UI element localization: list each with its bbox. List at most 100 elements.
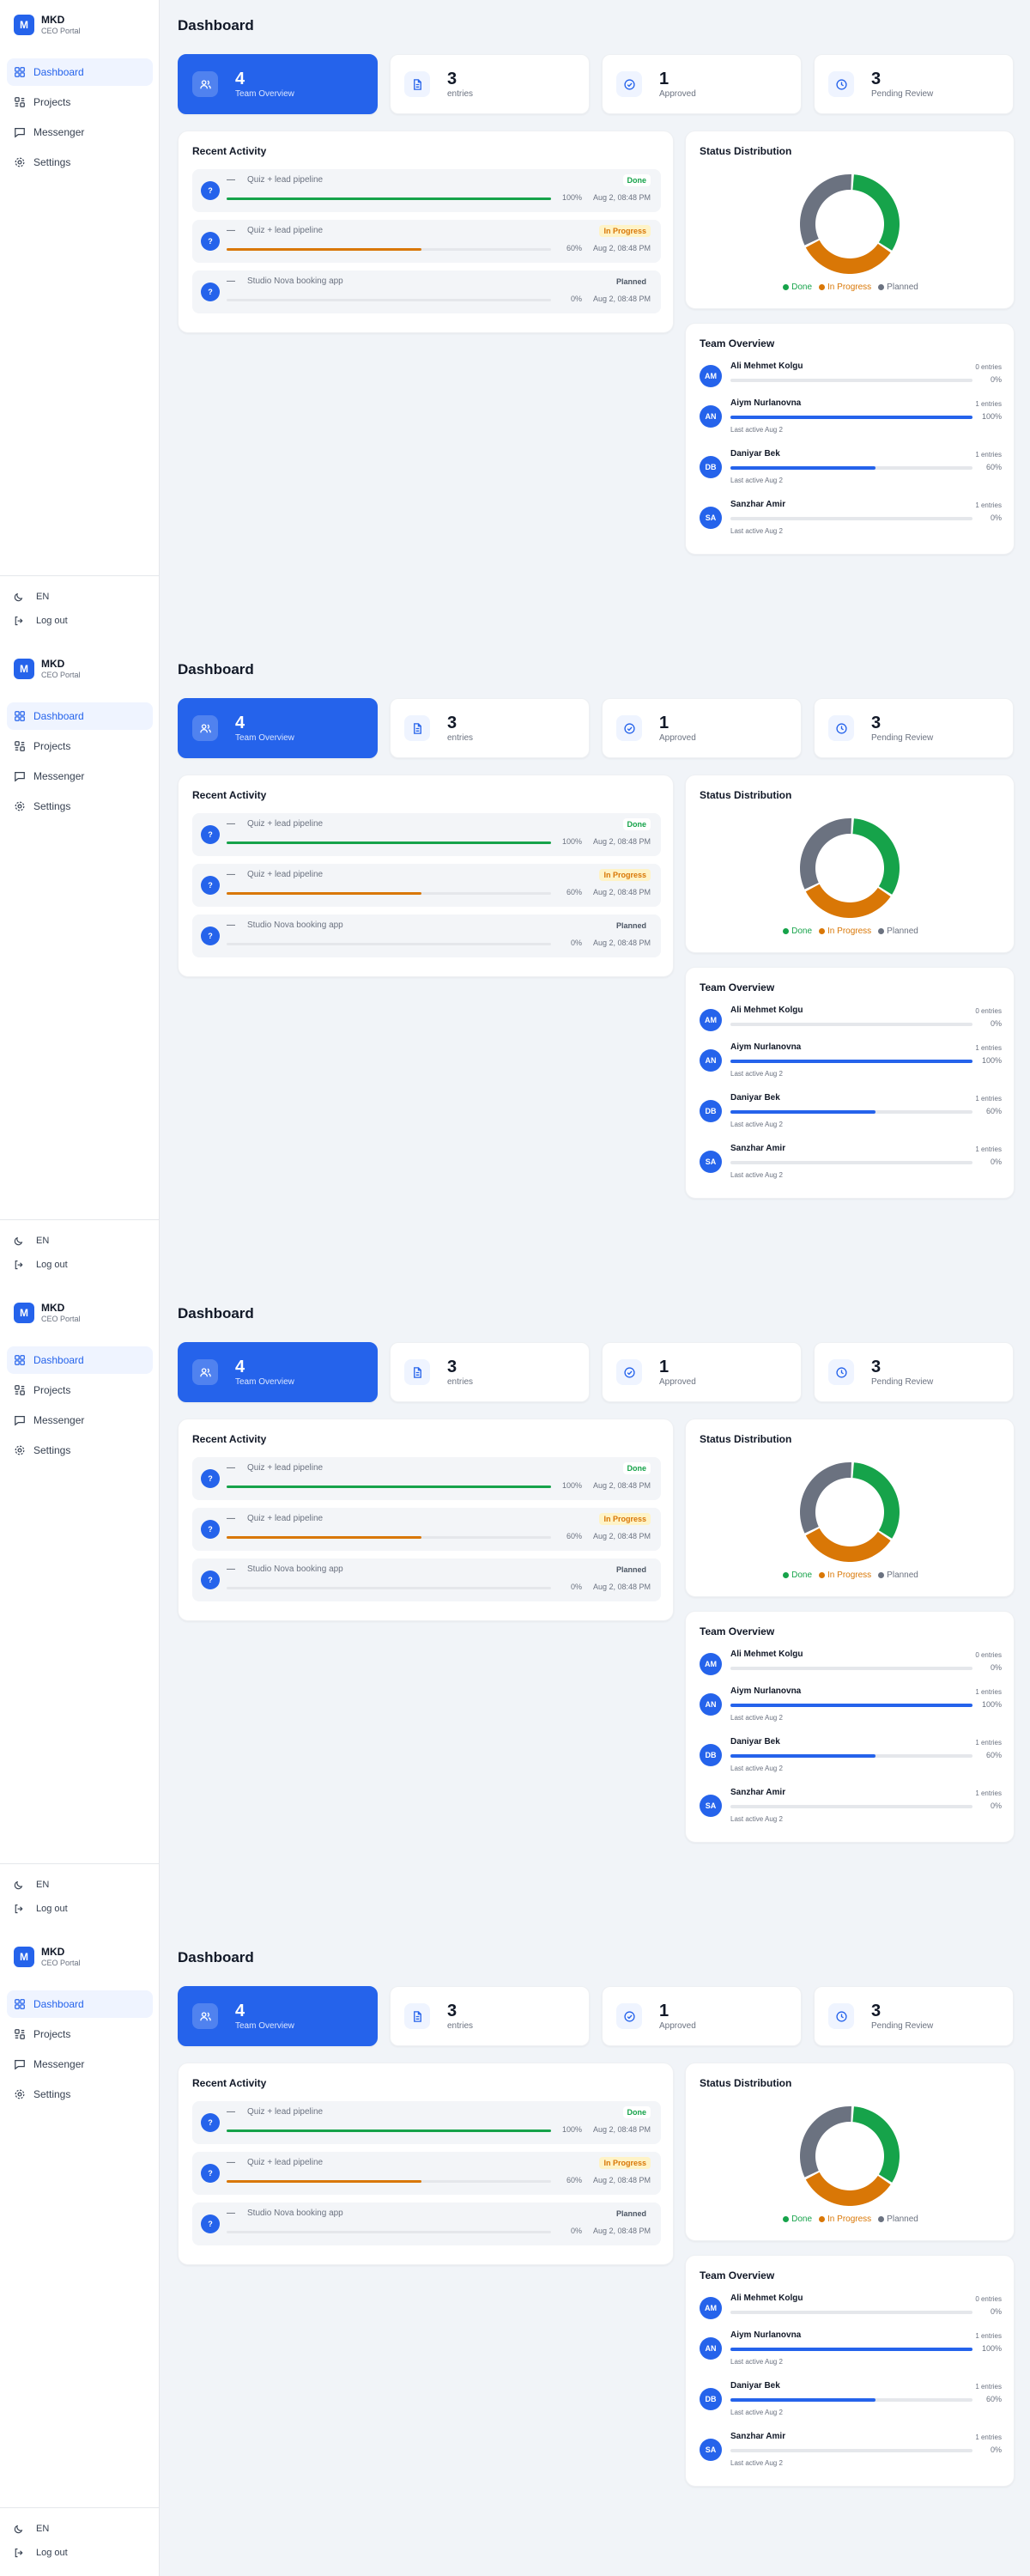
last-active: Last active Aug 2 (730, 1714, 783, 1722)
sidebar-item-dashboard[interactable]: Dashboard (7, 702, 153, 730)
stat-card-team-overview[interactable]: 4 Team Overview (178, 54, 378, 114)
stat-card-pending-review[interactable]: 3 Pending Review (814, 698, 1014, 758)
stat-card-entries[interactable]: 3 entries (390, 698, 590, 758)
stat-label: entries (447, 2020, 474, 2031)
stat-label: Approved (659, 1376, 696, 1387)
progress-percent: 0% (990, 1019, 1002, 1028)
stat-value: 1 (659, 713, 670, 732)
sidebar-item-messenger[interactable]: Messenger (7, 1406, 153, 1434)
team-member[interactable]: SA Sanzhar Amir 1 entries 0% Last active Aug… (700, 2432, 1002, 2475)
progress-track (227, 248, 551, 251)
activity-item[interactable]: ? — Studio Nova booking app Planned 0% Aug 2,… (192, 2202, 661, 2245)
activity-item[interactable]: ? — Quiz + lead pipeline In Progress 60% Aug … (192, 2152, 661, 2195)
stat-card-team-overview[interactable]: 4 Team Overview (178, 698, 378, 758)
team-member[interactable]: DB Daniyar Bek 1 entries 60% Last active Aug… (700, 449, 1002, 492)
team-member[interactable]: AM Ali Mehmet Kolgu 0 entries 0% (700, 2293, 1002, 2336)
legend-dot (783, 284, 790, 290)
stat-card-team-overview[interactable]: 4 Team Overview (178, 1342, 378, 1402)
brand[interactable]: M MKD CEO Portal (14, 14, 81, 36)
activity-item[interactable]: ? — Quiz + lead pipeline In Progress 60% Aug … (192, 864, 661, 907)
activity-item[interactable]: ? — Quiz + lead pipeline Done 100% Aug 2, 08:… (192, 813, 661, 856)
sidebar-item-messenger[interactable]: Messenger (7, 762, 153, 790)
team-member[interactable]: AN Aiym Nurlanovna 1 entries 100% Last activ… (700, 2330, 1002, 2373)
sidebar-item-projects[interactable]: Projects (7, 2020, 153, 2048)
brand[interactable]: M MKD CEO Portal (14, 1302, 81, 1324)
stat-value: 4 (235, 1357, 245, 1376)
stat-label: Team Overview (235, 1376, 294, 1387)
team-member[interactable]: SA Sanzhar Amir 1 entries 0% Last active Aug… (700, 1144, 1002, 1187)
sidebar-item-dashboard[interactable]: Dashboard (7, 1346, 153, 1374)
stat-card-approved[interactable]: 1 Approved (602, 1986, 802, 2046)
sidebar-item-dashboard[interactable]: Dashboard (7, 1990, 153, 2018)
sidebar-item-projects[interactable]: Projects (7, 88, 153, 116)
member-name: Ali Mehmet Kolgu (730, 1649, 803, 1659)
team-member[interactable]: AN Aiym Nurlanovna 1 entries 100% Last activ… (700, 1042, 1002, 1085)
sidebar-item-projects[interactable]: Projects (7, 732, 153, 760)
sidebar-item-label: Projects (33, 96, 71, 108)
team-member[interactable]: DB Daniyar Bek 1 entries 60% Last active Aug… (700, 2381, 1002, 2424)
stat-card-entries[interactable]: 3 entries (390, 1342, 590, 1402)
stat-card-pending-review[interactable]: 3 Pending Review (814, 1986, 1014, 2046)
sidebar-item-settings[interactable]: Settings (7, 149, 153, 176)
moon-icon (14, 2524, 24, 2534)
activity-dash: — (227, 226, 235, 235)
brand[interactable]: M MKD CEO Portal (14, 658, 81, 680)
sidebar-item-settings[interactable]: Settings (7, 1437, 153, 1464)
activity-date: Aug 2, 08:48 PM (592, 939, 651, 947)
stat-card-entries[interactable]: 3 entries (390, 1986, 590, 2046)
sidebar-item-dashboard[interactable]: Dashboard (7, 58, 153, 86)
activity-item[interactable]: ? — Quiz + lead pipeline In Progress 60% Aug … (192, 1508, 661, 1551)
stat-card-approved[interactable]: 1 Approved (602, 1342, 802, 1402)
stat-card-entries[interactable]: 3 entries (390, 54, 590, 114)
team-member[interactable]: AN Aiym Nurlanovna 1 entries 100% Last activ… (700, 1686, 1002, 1729)
member-entries: 1 entries (975, 2433, 1002, 2441)
language-toggle[interactable]: EN (0, 1873, 160, 1897)
brand-subtitle: CEO Portal (41, 671, 81, 679)
progress-track (227, 1587, 551, 1589)
logout-button[interactable]: Log out (0, 1253, 160, 1277)
sidebar-item-settings[interactable]: Settings (7, 793, 153, 820)
activity-item[interactable]: ? — Quiz + lead pipeline In Progress 60% Aug … (192, 220, 661, 263)
language-toggle[interactable]: EN (0, 585, 160, 609)
team-member[interactable]: DB Daniyar Bek 1 entries 60% Last active Aug… (700, 1737, 1002, 1780)
activity-item[interactable]: ? — Quiz + lead pipeline Done 100% Aug 2, 08:… (192, 1457, 661, 1500)
activity-item[interactable]: ? — Studio Nova booking app Planned 0% Aug 2,… (192, 1558, 661, 1601)
logout-button[interactable]: Log out (0, 2541, 160, 2565)
stat-card-approved[interactable]: 1 Approved (602, 54, 802, 114)
last-active: Last active Aug 2 (730, 2459, 783, 2467)
activity-date: Aug 2, 08:48 PM (592, 295, 651, 303)
sidebar-item-messenger[interactable]: Messenger (7, 118, 153, 146)
activity-item[interactable]: ? — Quiz + lead pipeline Done 100% Aug 2, 08:… (192, 169, 661, 212)
team-member[interactable]: DB Daniyar Bek 1 entries 60% Last active Aug… (700, 1093, 1002, 1136)
brand-logo: M (14, 15, 34, 35)
stat-card-team-overview[interactable]: 4 Team Overview (178, 1986, 378, 2046)
team-member[interactable]: SA Sanzhar Amir 1 entries 0% Last active Aug… (700, 500, 1002, 543)
dashboard-screen: M MKD CEO Portal Dashboard Projects Mess (0, 0, 1030, 644)
team-member[interactable]: SA Sanzhar Amir 1 entries 0% Last active Aug… (700, 1788, 1002, 1831)
activity-item[interactable]: ? — Quiz + lead pipeline Done 100% Aug 2, 08:… (192, 2101, 661, 2144)
stat-card-approved[interactable]: 1 Approved (602, 698, 802, 758)
progress-track (730, 1754, 972, 1758)
team-member[interactable]: AM Ali Mehmet Kolgu 0 entries 0% (700, 361, 1002, 404)
brand[interactable]: M MKD CEO Portal (14, 1946, 81, 1968)
sidebar-item-messenger[interactable]: Messenger (7, 2050, 153, 2078)
stat-card-pending-review[interactable]: 3 Pending Review (814, 54, 1014, 114)
avatar: DB (700, 456, 722, 478)
progress-percent: 100% (561, 1481, 582, 1490)
stat-card-pending-review[interactable]: 3 Pending Review (814, 1342, 1014, 1402)
sidebar-item-settings[interactable]: Settings (7, 2081, 153, 2108)
language-toggle[interactable]: EN (0, 1229, 160, 1253)
logout-button[interactable]: Log out (0, 609, 160, 633)
team-member[interactable]: AM Ali Mehmet Kolgu 0 entries 0% (700, 1005, 1002, 1048)
activity-item[interactable]: ? — Studio Nova booking app Planned 0% Aug 2,… (192, 270, 661, 313)
sidebar: M MKD CEO Portal Dashboard Projects Mess (0, 0, 160, 644)
activity-item[interactable]: ? — Studio Nova booking app Planned 0% Aug 2,… (192, 914, 661, 957)
member-name: Aiym Nurlanovna (730, 398, 802, 408)
team-member[interactable]: AM Ali Mehmet Kolgu 0 entries 0% (700, 1649, 1002, 1692)
stat-value: 4 (235, 2001, 245, 2020)
logout-button[interactable]: Log out (0, 1897, 160, 1921)
language-toggle[interactable]: EN (0, 2517, 160, 2541)
team-member[interactable]: AN Aiym Nurlanovna 1 entries 100% Last activ… (700, 398, 1002, 441)
member-name: Ali Mehmet Kolgu (730, 1005, 803, 1015)
sidebar-item-projects[interactable]: Projects (7, 1376, 153, 1404)
